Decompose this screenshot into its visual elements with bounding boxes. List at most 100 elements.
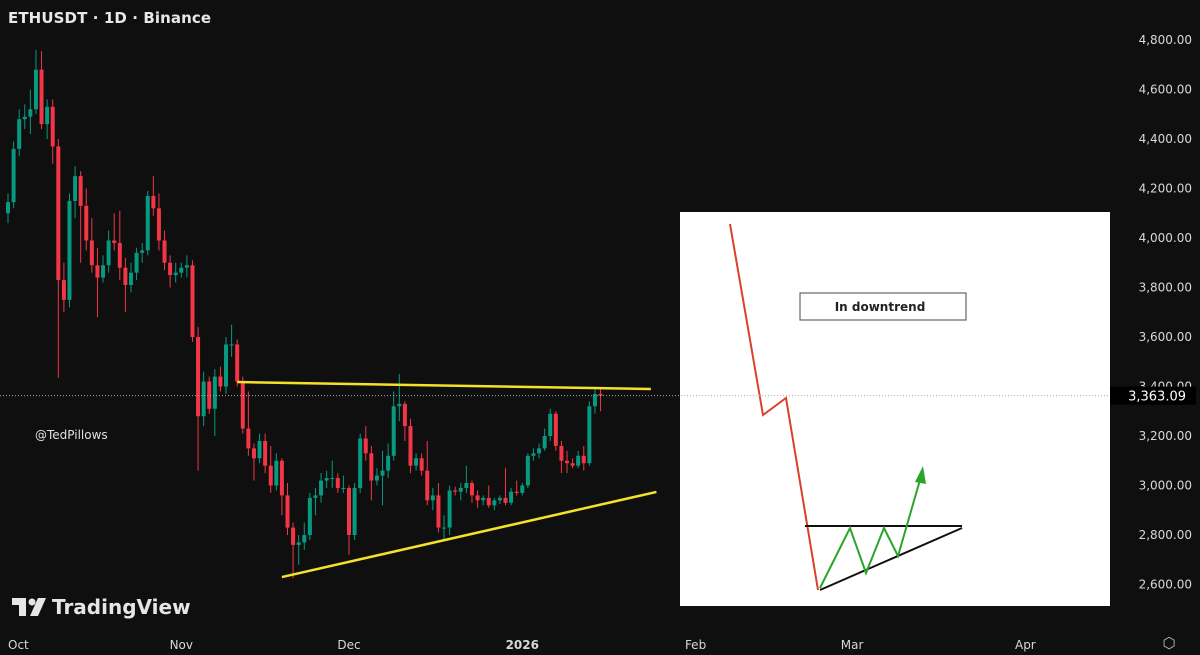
price-tick-label: 4,600.00 [1139, 83, 1192, 97]
candle-body [22, 116, 27, 120]
candle-body [39, 69, 44, 125]
candle-body [313, 495, 318, 498]
candle-body [17, 119, 22, 149]
candle [73, 166, 78, 219]
candle [156, 193, 161, 251]
price-tick-label: 3,200.00 [1139, 429, 1192, 443]
candle-body [425, 470, 430, 501]
candle [274, 453, 279, 491]
candle-body [263, 440, 268, 466]
candle-body [341, 487, 346, 489]
candle-body [285, 495, 290, 528]
candle [313, 487, 318, 516]
candle-body [112, 240, 117, 243]
price-tick-label: 4,000.00 [1139, 231, 1192, 245]
candle [246, 391, 251, 456]
candle-body [207, 381, 212, 409]
price-tick-label: 4,200.00 [1139, 182, 1192, 196]
candle [296, 535, 301, 565]
price-tick-label: 4,800.00 [1139, 33, 1192, 47]
candle [17, 109, 22, 157]
candle-body [251, 448, 256, 459]
candle [33, 49, 38, 115]
candle-body [559, 445, 564, 461]
candle [402, 401, 407, 441]
candle [201, 371, 206, 427]
candle [492, 497, 497, 511]
candle [447, 485, 452, 535]
candle [442, 515, 447, 540]
candle-body [548, 413, 553, 436]
candle-body [352, 487, 357, 535]
candle [542, 428, 547, 451]
candle-body [492, 500, 497, 506]
candle-body [592, 393, 597, 407]
candle [22, 104, 27, 130]
candle [592, 386, 597, 414]
symbol-title[interactable]: ETHUSDT · 1D · Binance [8, 9, 212, 27]
inset-breakout-line [819, 479, 921, 589]
candle [235, 339, 240, 387]
candle-body [503, 497, 508, 503]
candle-body [140, 250, 145, 253]
candle [117, 210, 122, 281]
candle-body [419, 458, 424, 471]
candle-body [430, 495, 435, 501]
inset-support-line [819, 527, 963, 591]
inset-background [680, 212, 1110, 606]
inset-downtrend-line [729, 223, 819, 591]
tradingview-logo[interactable]: TradingView [12, 595, 191, 619]
candle [380, 450, 385, 506]
candle-body [346, 487, 351, 535]
candle-body [397, 403, 402, 407]
candle-body [179, 267, 184, 273]
candle [509, 487, 514, 506]
price-axis[interactable]: 4,800.00 4,600.00 4,400.00 4,200.00 4,000.00… [1139, 33, 1192, 592]
candle-body [363, 438, 368, 454]
candle [481, 495, 486, 506]
candle [168, 255, 173, 288]
time-tick-label: Feb [685, 638, 706, 652]
candle-body [414, 458, 419, 466]
candle-body [481, 497, 486, 501]
candle-body [151, 195, 156, 209]
candle [50, 99, 55, 164]
candle-body [162, 240, 167, 263]
candle-body [78, 176, 83, 206]
candle [587, 401, 592, 466]
candle-body [11, 148, 16, 203]
candle-body [408, 426, 413, 466]
candle-body [386, 455, 391, 471]
candle-body [28, 109, 33, 117]
candle [464, 465, 469, 493]
price-tick-label: 3,800.00 [1139, 281, 1192, 295]
candle [61, 262, 66, 313]
settings-gear-icon[interactable]: ⬡ [1162, 634, 1176, 652]
candle [257, 433, 262, 464]
candle [553, 411, 558, 451]
time-axis[interactable]: Oct Nov Dec 2026 Feb Mar Apr [8, 638, 1036, 652]
candle-body [168, 262, 173, 276]
candle-body [73, 176, 78, 201]
candle-body [145, 195, 150, 251]
candle-body [156, 208, 161, 241]
tradingview-logo-icon [12, 598, 46, 616]
candle-body [307, 497, 312, 535]
candle [374, 468, 379, 486]
candle-body [402, 403, 407, 427]
candle [134, 247, 139, 281]
trendlines-layer [237, 380, 657, 579]
candle [307, 492, 312, 540]
candle [570, 458, 575, 469]
candle [140, 242, 145, 263]
candle-body [89, 240, 94, 266]
candle-body [358, 438, 363, 488]
inset-label-box [799, 292, 967, 321]
candle [263, 433, 268, 474]
candle-body [369, 453, 374, 481]
candle [128, 262, 133, 293]
candle [39, 51, 44, 130]
candle-body [542, 436, 547, 449]
candle [184, 255, 189, 278]
